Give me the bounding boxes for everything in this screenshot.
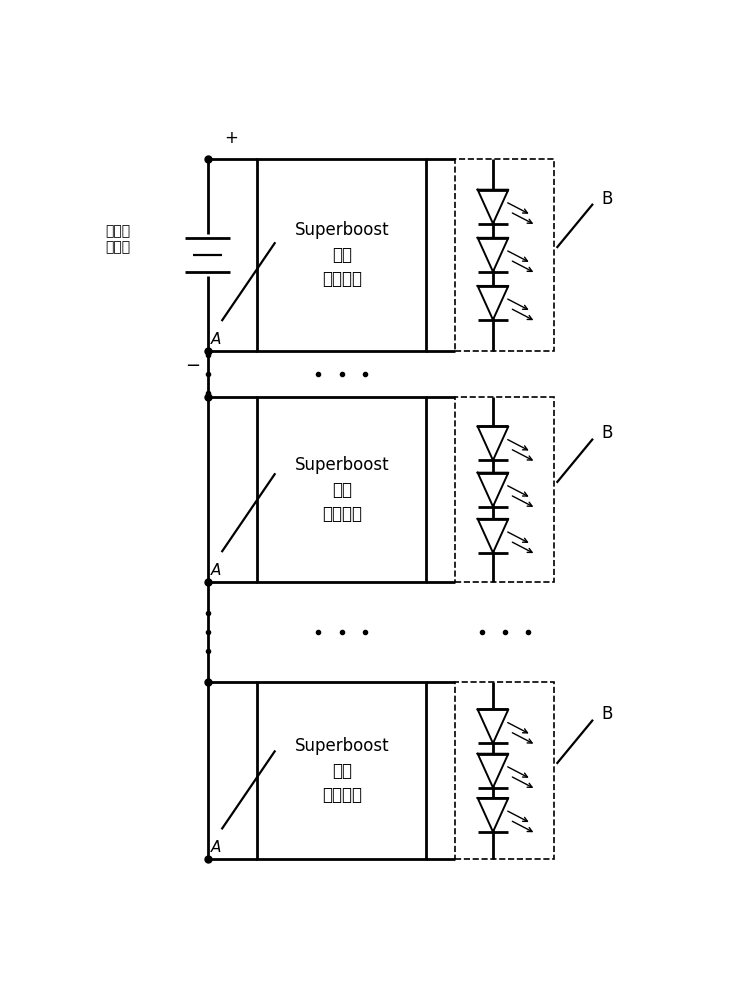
Bar	[456, 682, 554, 859]
Polygon shape	[478, 238, 508, 272]
Text: A: A	[211, 840, 222, 855]
Bar	[456, 158, 554, 351]
Polygon shape	[478, 473, 508, 507]
Text: Superboost: Superboost	[294, 737, 389, 755]
Text: −: −	[186, 357, 201, 375]
Text: 恒流: 恒流	[332, 762, 352, 780]
Bar	[456, 397, 554, 582]
Text: 高压蓄
电池组: 高压蓄 电池组	[105, 224, 131, 254]
Text: 驱动电源: 驱动电源	[322, 786, 362, 804]
Polygon shape	[478, 754, 508, 788]
Text: B: B	[601, 424, 612, 442]
Bar	[257, 682, 426, 859]
Polygon shape	[478, 426, 508, 460]
Polygon shape	[478, 519, 508, 553]
Text: A: A	[211, 332, 222, 347]
Text: 驱动电源: 驱动电源	[322, 505, 362, 523]
Text: B: B	[601, 705, 612, 723]
Text: 恒流: 恒流	[332, 246, 352, 264]
Bar	[257, 397, 426, 582]
Text: 驱动电源: 驱动电源	[322, 270, 362, 288]
Polygon shape	[478, 286, 508, 320]
Bar	[257, 158, 426, 351]
Polygon shape	[478, 798, 508, 832]
Text: B: B	[601, 190, 612, 208]
Text: Superboost: Superboost	[294, 221, 389, 239]
Polygon shape	[478, 190, 508, 224]
Text: 恒流: 恒流	[332, 481, 352, 499]
Text: A: A	[211, 563, 222, 578]
Text: Superboost: Superboost	[294, 456, 389, 474]
Polygon shape	[478, 709, 508, 743]
Text: +: +	[224, 129, 238, 147]
